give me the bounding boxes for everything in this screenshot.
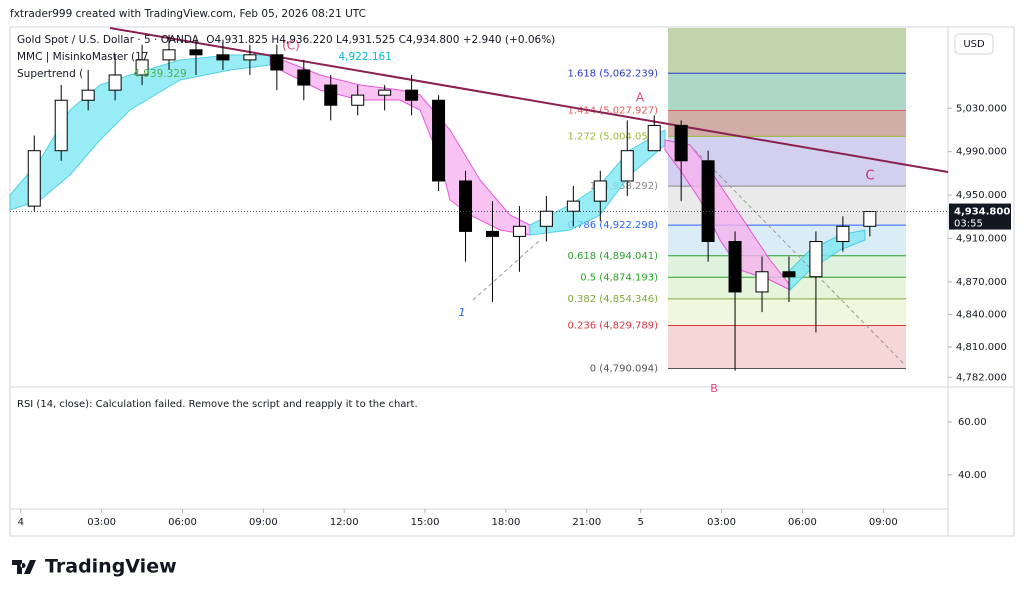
indicator-value: 4,922.161 <box>338 51 391 63</box>
legend-symbol: Gold Spot / U.S. Dollar · 5 · OANDA O4,9… <box>17 34 555 46</box>
dashed-line <box>679 134 906 366</box>
candle-body <box>566 200 580 212</box>
candle-body <box>54 99 68 152</box>
indicator-value: 4,939.329 <box>133 68 186 80</box>
fib-zone <box>668 255 906 278</box>
dashed-line <box>472 239 541 301</box>
x-tick-label: 06:00 <box>168 517 197 528</box>
y-tick-label: 4,910.000 <box>956 233 1007 244</box>
candle-body <box>485 230 499 237</box>
rsi-message: RSI (14, close): Calculation failed. Rem… <box>17 399 418 410</box>
candle-body <box>512 225 526 237</box>
candle-body <box>809 240 823 278</box>
fib-label: 0.786 (4,922.298) <box>567 220 658 231</box>
y-tick-label: 4,782.000 <box>956 372 1007 383</box>
header: fxtrader999 created with TradingView.com… <box>10 8 366 20</box>
logo: TradingView <box>12 556 177 578</box>
candle-body <box>539 210 553 227</box>
rsi-tick-label: 60.00 <box>958 417 987 428</box>
candle-body <box>593 180 607 202</box>
candle-body <box>351 94 365 106</box>
candle-body <box>647 124 661 152</box>
y-tick-label: 4,990.000 <box>956 147 1007 158</box>
candle-body <box>701 160 715 242</box>
fib-label: 0 (4,790.094) <box>590 364 658 375</box>
fib-label: 0.236 (4,829.789) <box>567 320 658 331</box>
fib-label: 0.5 (4,874.193) <box>580 272 658 283</box>
indicator-name: MMC | MisinkoMaster (17 <box>17 51 148 63</box>
x-tick-label: 4 <box>18 517 24 528</box>
x-tick-label: 09:00 <box>869 517 898 528</box>
candle-body <box>243 54 257 61</box>
y-tick-label: 4,870.000 <box>956 277 1007 288</box>
currency[interactable]: USD <box>963 39 985 50</box>
x-tick-label: 03:00 <box>707 517 736 528</box>
legend-indicator: MMC | MisinkoMaster (17 4,922.161 <box>17 51 392 63</box>
y-tick-label: 4,950.000 <box>956 190 1007 201</box>
candle-body <box>324 84 338 106</box>
countdown: 03:55 <box>954 219 983 230</box>
x-tick-label: 09:00 <box>249 517 278 528</box>
symbol: Gold Spot / U.S. Dollar · 5 · OANDA <box>17 34 200 46</box>
y-tick-label: 4,810.000 <box>956 342 1007 353</box>
indicator-name: Supertrend ( <box>17 68 83 80</box>
x-tick-label: 21:00 <box>572 517 601 528</box>
fib-zone <box>668 298 906 326</box>
currency-button[interactable] <box>954 33 994 55</box>
candle-body <box>620 150 634 182</box>
fib-label: 0.618 (4,894.041) <box>567 251 658 262</box>
candle-body <box>81 89 95 101</box>
fib-label: 1 (4,958.292) <box>590 181 658 192</box>
candle-body <box>755 271 769 293</box>
x-tick-label: 15:00 <box>411 517 440 528</box>
candle-body <box>135 59 149 76</box>
legend-indicator: Supertrend ( 4,939.329 <box>17 68 187 80</box>
x-tick-label: 03:00 <box>87 517 116 528</box>
ohlc: O4,931.825 H4,936.220 L4,931.525 C4,934.… <box>206 34 555 46</box>
candle-body <box>270 54 284 71</box>
wave-label: A <box>636 91 645 105</box>
fib-label: 1.272 (5,004.053) <box>567 131 658 142</box>
rsi-tick-label: 40.00 <box>958 470 987 481</box>
fib-label: 1.414 (5,027.927) <box>567 106 658 117</box>
wave-label: 1 <box>459 306 466 319</box>
candle-body <box>459 180 473 232</box>
x-tick-label: 5 <box>638 517 644 528</box>
fib-label: 1.618 (5,062.239) <box>567 68 658 79</box>
candle-body <box>216 54 230 61</box>
logo-mark <box>12 560 36 574</box>
brand: TradingView <box>45 556 177 578</box>
wave-label: C <box>865 169 874 184</box>
candle-body <box>189 49 203 56</box>
candle-body <box>432 99 446 182</box>
candle-body <box>836 225 850 242</box>
wave-label: (C) <box>282 39 300 53</box>
x-tick-label: 06:00 <box>788 517 817 528</box>
candle-body <box>728 240 742 293</box>
plot <box>10 34 948 371</box>
last-price: 4,934.800 <box>954 207 1010 218</box>
candle-body <box>27 150 41 207</box>
y-tick-label: 4,840.000 <box>956 309 1007 320</box>
candle-body <box>782 271 796 278</box>
candle-body <box>674 124 688 162</box>
fib-zone <box>668 110 906 137</box>
fib-zone <box>668 73 906 111</box>
cloud-down <box>664 139 791 291</box>
fib-label: 0.382 (4,854.346) <box>567 294 658 305</box>
candle-body <box>162 49 176 61</box>
candle-body <box>108 74 122 91</box>
y-tick-label: 5,030.000 <box>956 103 1007 114</box>
candle-body <box>405 89 419 101</box>
candle-body <box>378 89 392 96</box>
last-price-tag <box>949 203 1011 230</box>
x-tick-label: 18:00 <box>492 517 521 528</box>
fib-zone <box>668 325 906 369</box>
wave-label: B <box>710 382 718 395</box>
candle-body <box>297 69 311 86</box>
x-tick-label: 12:00 <box>330 517 359 528</box>
fib-zone <box>668 28 906 74</box>
candle-body <box>863 211 877 227</box>
